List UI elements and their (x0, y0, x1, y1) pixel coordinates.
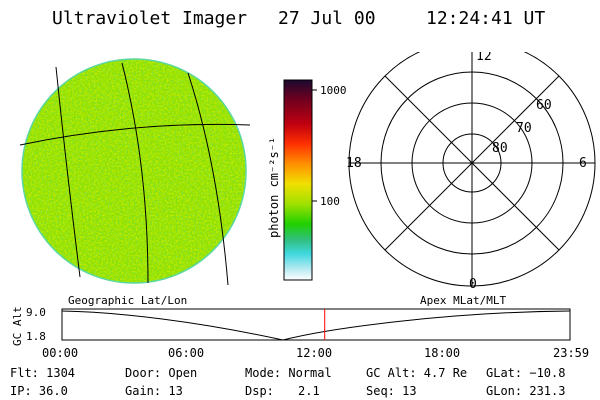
longitude-line (187, 72, 229, 285)
earth-image (19, 58, 251, 285)
altitude-axis-label: GC Alt (11, 306, 24, 346)
colorbar-tick: 100 (320, 195, 340, 208)
apex-label: Apex MLat/MLT (420, 294, 507, 307)
mlt-label-dawn: 6 (579, 156, 587, 171)
time-tick: 18:00 (424, 346, 461, 360)
geographic-longitude: GLon: 231.3 (486, 384, 566, 398)
gc-altitude: GC Alt: 4.7 Re (366, 366, 468, 380)
latitude-line (19, 123, 251, 146)
mlt-label-dusk: 18 (346, 156, 362, 171)
altitude-curve (61, 310, 571, 341)
time-tick: 00:00 (42, 346, 79, 360)
door-status: Door: Open (125, 366, 198, 380)
observation-time: 12:24:41 UT (426, 8, 546, 29)
mlt-label-noon: 12 (476, 52, 492, 64)
sequence-number: Seq: 13 (366, 384, 417, 398)
gain-value: Gain: 13 (125, 384, 183, 398)
altitude-timeline: GC Alt 9.0 1.8 (11, 306, 571, 346)
longitude-line (121, 62, 149, 284)
mlt-label-midnight: 0 (469, 277, 477, 292)
altitude-tick: 9.0 (26, 306, 46, 319)
mlat-label-60: 60 (536, 98, 552, 113)
geographic-label: Geographic Lat/Lon (68, 294, 188, 307)
longitude-line (55, 66, 81, 278)
instrument-title: Ultraviolet Imager (52, 8, 248, 29)
colorbar-unit-label: photon cm⁻²s⁻¹ (267, 137, 281, 238)
time-tick: 12:00 (296, 346, 333, 360)
mlat-label-70: 70 (516, 121, 532, 136)
altitude-tick: 1.8 (26, 330, 46, 343)
color-scale-bar: 1000 100 photon cm⁻²s⁻¹ (267, 79, 346, 281)
time-tick: 06:00 (168, 346, 205, 360)
geographic-latitude: GLat: −10.8 (486, 366, 566, 380)
mode-value: Mode: Normal (245, 366, 332, 380)
observation-date: 27 Jul 00 (278, 8, 376, 29)
time-tick: 23:59 (553, 346, 590, 360)
dsp-value: 2.1 (298, 384, 320, 398)
mlat-label-80: 80 (492, 141, 508, 156)
flight-number: Flt: 1304 (10, 366, 76, 380)
colorbar-tick: 1000 (320, 84, 346, 97)
polar-mlt-plot: 12 18 6 0 60 70 80 (346, 52, 596, 292)
ip-value: IP: 36.0 (10, 384, 68, 398)
dsp-label: Dsp: (245, 384, 274, 398)
